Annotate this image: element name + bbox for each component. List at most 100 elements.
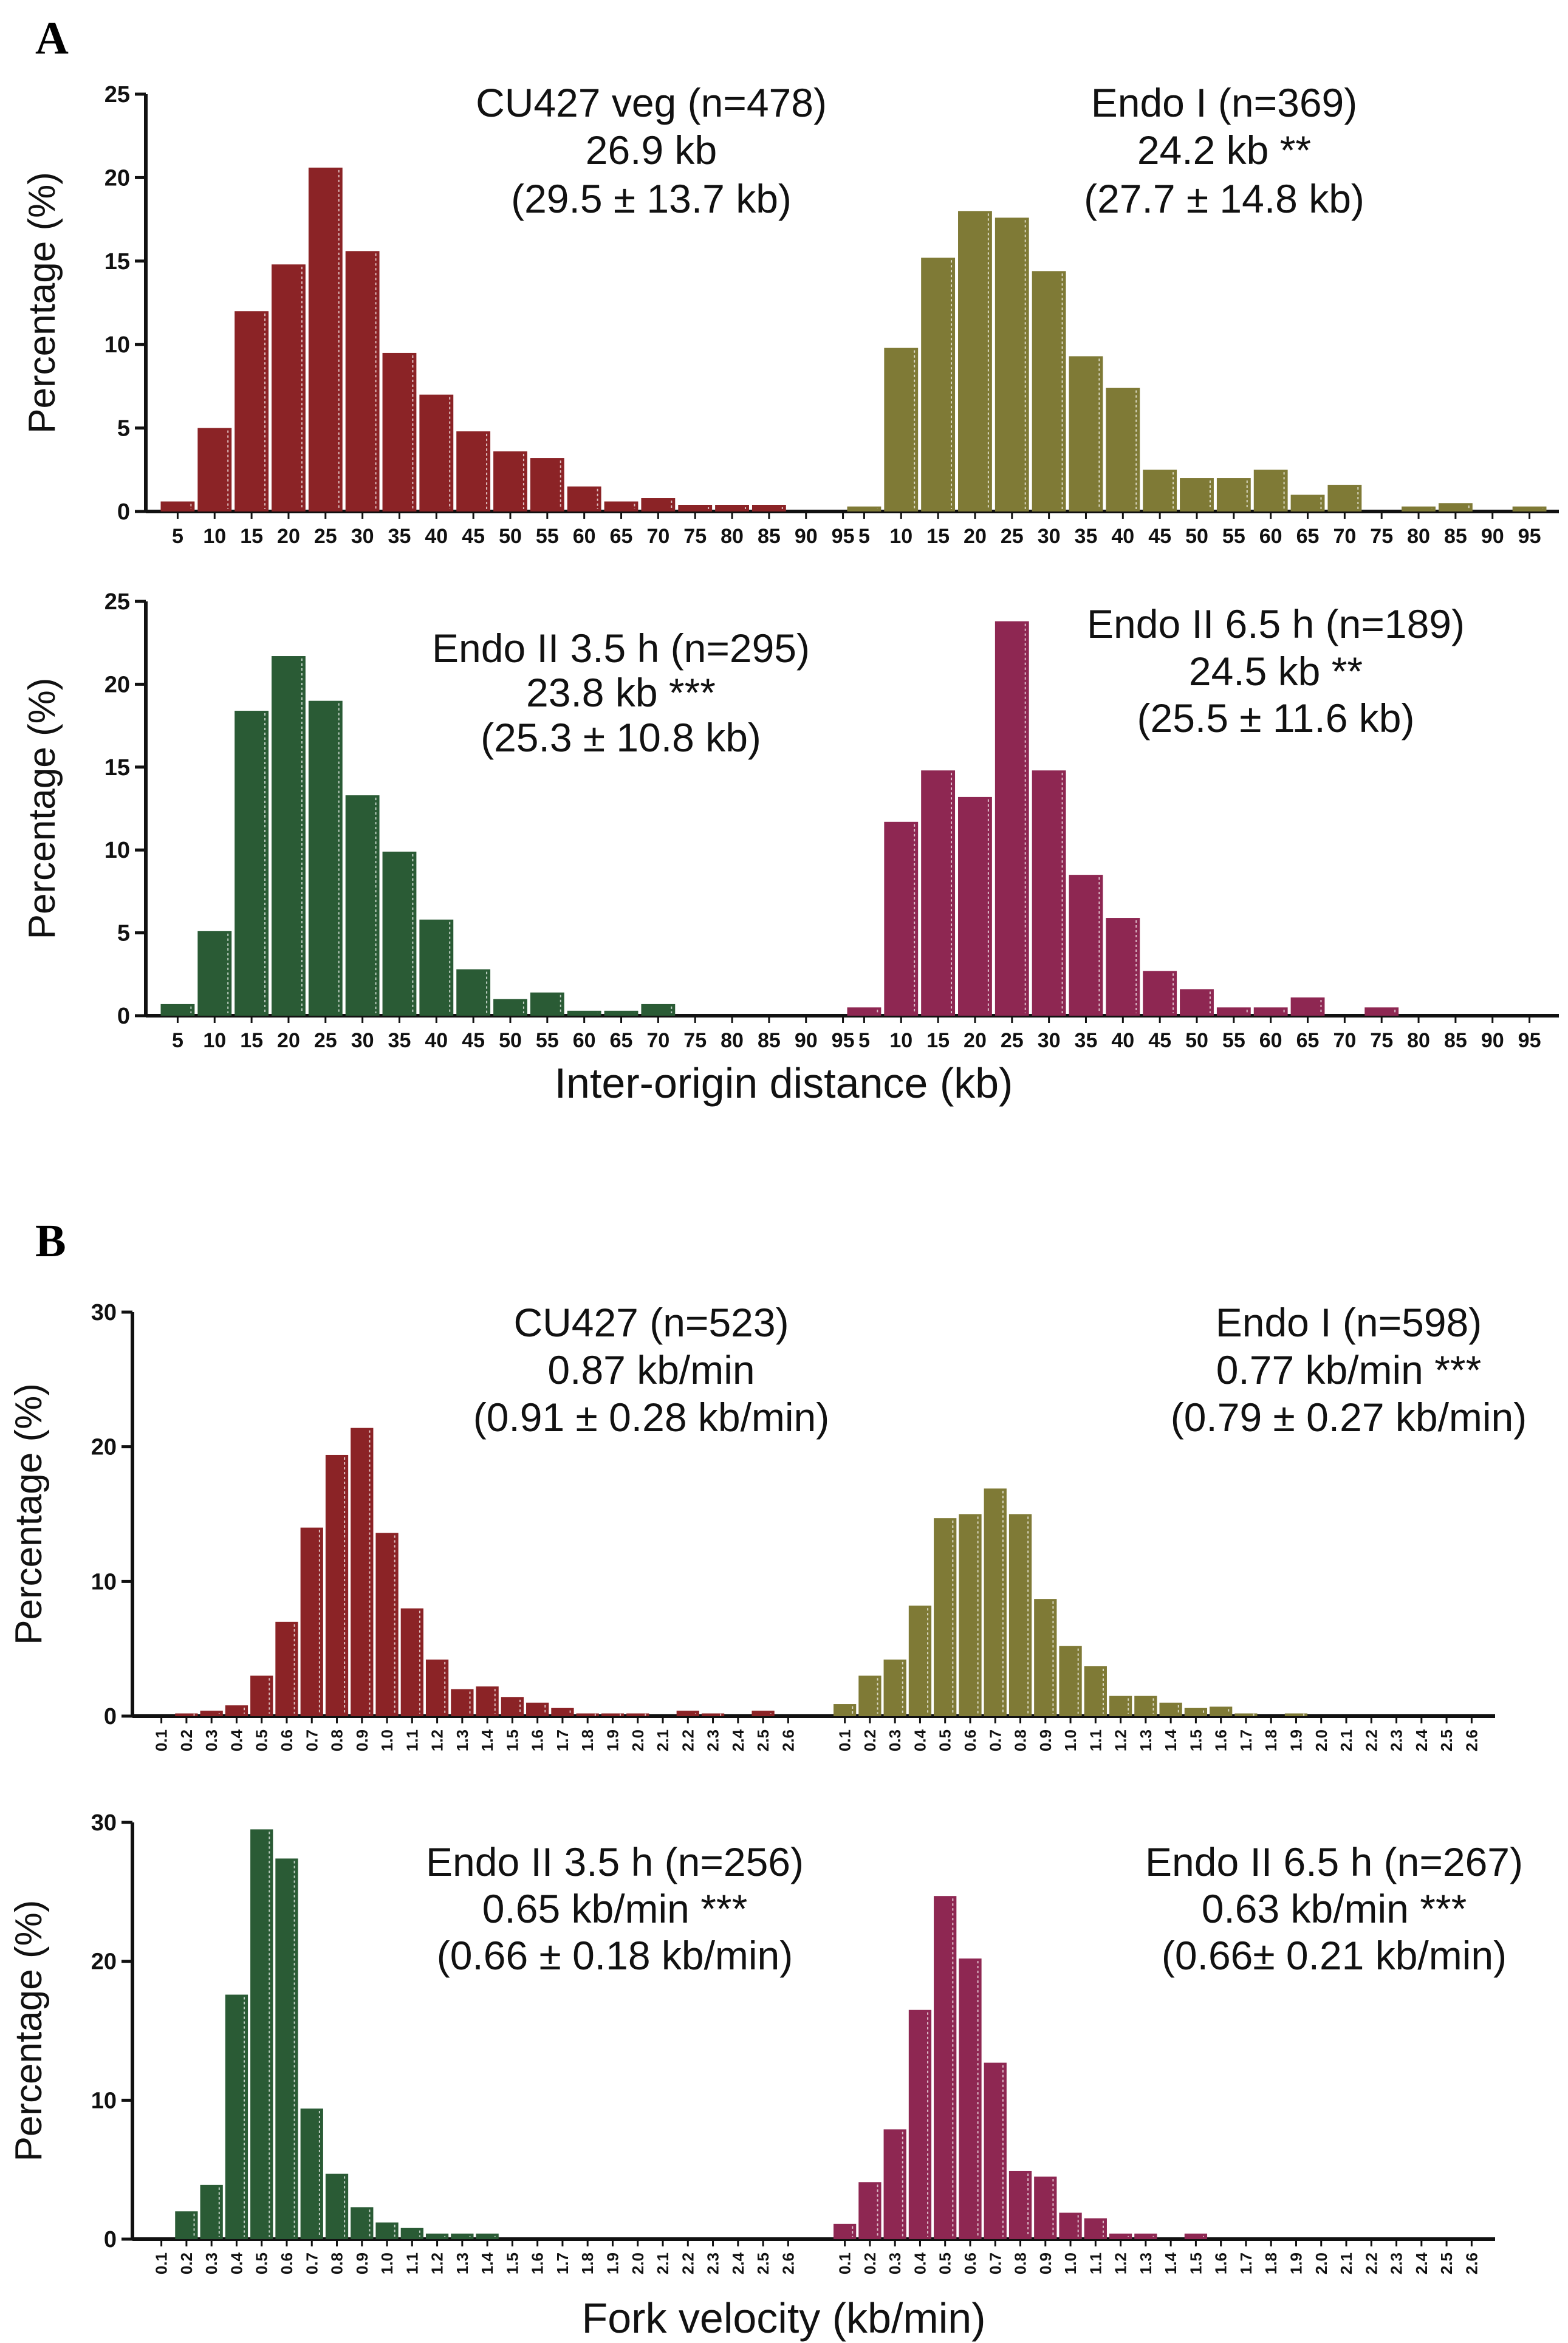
x-tick-label: 20	[964, 1029, 987, 1052]
y-tick-label: 10	[91, 1569, 117, 1595]
x-tick-label: 1.1	[1086, 1729, 1104, 1751]
x-tick-label: 85	[758, 525, 781, 548]
x-tick-label: 20	[277, 525, 300, 548]
bar	[751, 505, 786, 511]
x-tick-label: 25	[1001, 1029, 1024, 1052]
bar	[200, 1711, 223, 1716]
x-tick-label: 15	[240, 525, 263, 548]
bar	[958, 211, 992, 511]
x-tick-label: 90	[795, 525, 818, 548]
bar	[701, 1713, 725, 1716]
x-tick-label: 70	[1333, 1029, 1356, 1052]
x-tick-label: 95	[832, 525, 855, 548]
x-tick-label: 65	[610, 1029, 633, 1052]
bar	[275, 1858, 298, 2239]
x-tick-label: 2.6	[779, 2252, 797, 2274]
x-tick-label: 2.1	[1337, 2252, 1355, 2274]
bar	[958, 796, 992, 1016]
bar	[400, 2228, 423, 2239]
x-tick-label: 2.5	[1437, 1729, 1456, 1751]
y-tick-label: 0	[104, 1704, 117, 1729]
x-tick-label: 0.4	[227, 2252, 245, 2274]
x-tick-label: 2.1	[654, 1729, 672, 1751]
x-tick-label: 55	[1222, 1029, 1245, 1052]
x-tick-label: 2.4	[1412, 1729, 1431, 1751]
x-tick-label: 2.6	[1462, 2252, 1481, 2274]
x-tick-label: 80	[721, 525, 744, 548]
x-tick-label: 1.0	[378, 2252, 396, 2274]
x-tick-label: 1.7	[1237, 1729, 1255, 1751]
x-tick-label: 1.4	[478, 1729, 496, 1751]
x-tick-label: 95	[832, 1029, 855, 1052]
bar	[1234, 1713, 1258, 1716]
x-tick-label: 55	[536, 525, 559, 548]
x-tick-label: 0.7	[303, 2252, 321, 2274]
x-tick-label: 1.4	[1162, 1729, 1180, 1751]
x-tick-label: 2.0	[629, 1729, 647, 1751]
bar	[641, 498, 676, 511]
x-tick-label: 60	[1259, 525, 1282, 548]
x-tick-label: 60	[1259, 1029, 1282, 1052]
x-tick-label: 5	[172, 525, 183, 548]
x-tick-label: 50	[1185, 1029, 1208, 1052]
x-tick-label: 0.6	[278, 1729, 296, 1751]
x-tick-label: 1.8	[1262, 2252, 1280, 2274]
x-tick-label: 1.5	[503, 1729, 521, 1751]
y-tick-label: 20	[104, 672, 130, 697]
x-tick-label: 0.6	[278, 2252, 296, 2274]
x-tick-label: 95	[1518, 1029, 1541, 1052]
x-tick-label: 2.4	[729, 2252, 747, 2274]
bar	[601, 1713, 625, 1716]
bar	[984, 2062, 1007, 2239]
bar	[530, 992, 564, 1016]
x-tick-label: 0.1	[152, 2252, 171, 2274]
group-annotation-line: (25.5 ± 11.6 kb)	[1137, 696, 1415, 741]
y-tick-label: 0	[117, 499, 130, 525]
group-annotation-line: 0.65 kb/min ***	[482, 1886, 748, 1931]
y-tick-label: 25	[104, 82, 130, 108]
bar	[567, 1010, 601, 1016]
x-tick-label: 1.1	[403, 2252, 421, 2274]
bar	[604, 501, 638, 511]
bar	[1284, 1713, 1308, 1716]
x-tick-label: 1.9	[1287, 2252, 1305, 2274]
group-annotation-line: 24.2 kb **	[1137, 128, 1311, 173]
bar	[1290, 494, 1325, 511]
bar	[300, 2109, 323, 2239]
bar	[1210, 1706, 1233, 1716]
bar	[858, 1675, 882, 1716]
chart-b-row-2: 0 10 20 30 Percentage (%) 0.1 0.2 0.3 0.4 0.5 0.6 0…	[8, 1810, 1523, 2274]
x-tick-label: 1.3	[453, 1729, 471, 1751]
bar	[1106, 388, 1140, 511]
x-tick-label: 0.5	[936, 1729, 954, 1751]
x-tick-label: 1.6	[1212, 2252, 1230, 2274]
bar	[197, 931, 232, 1016]
x-tick-label: 1.0	[378, 1729, 396, 1751]
bar	[308, 700, 343, 1016]
x-tick-label: 0.7	[986, 2252, 1004, 2274]
group-annotation-line: CU427 (n=523)	[513, 1300, 789, 1345]
x-tick-label: 0.5	[253, 2252, 271, 2274]
x-tick-label: 10	[889, 1029, 912, 1052]
y-tick-label: 0	[104, 2227, 117, 2252]
x-tick-label: 20	[277, 1029, 300, 1052]
y-tick-label: 20	[91, 1435, 117, 1460]
charts-layer: 0 5 10 15 20 25 Percentage (%) 5 10 15 20 25 30 35 40 4…	[8, 80, 1559, 2274]
y-tick-label: 15	[104, 249, 130, 275]
x-tick-label: 2.4	[1412, 2252, 1431, 2274]
x-tick-label: 15	[926, 1029, 950, 1052]
x-tick-label: 45	[1148, 525, 1171, 548]
bar	[715, 505, 749, 511]
bar	[1253, 470, 1288, 511]
bar	[751, 1711, 775, 1716]
x-tick-label: 10	[889, 525, 912, 548]
x-tick-label: 40	[1111, 525, 1134, 548]
bar	[225, 1705, 248, 1716]
bar	[1364, 1007, 1399, 1016]
x-tick-label: 0.2	[177, 1729, 196, 1751]
bar	[160, 1004, 195, 1016]
y-tick-label: 20	[104, 165, 130, 191]
y-tick-label: 30	[91, 1300, 117, 1325]
bar	[884, 821, 919, 1016]
x-tick-label: 1.7	[553, 1729, 572, 1751]
